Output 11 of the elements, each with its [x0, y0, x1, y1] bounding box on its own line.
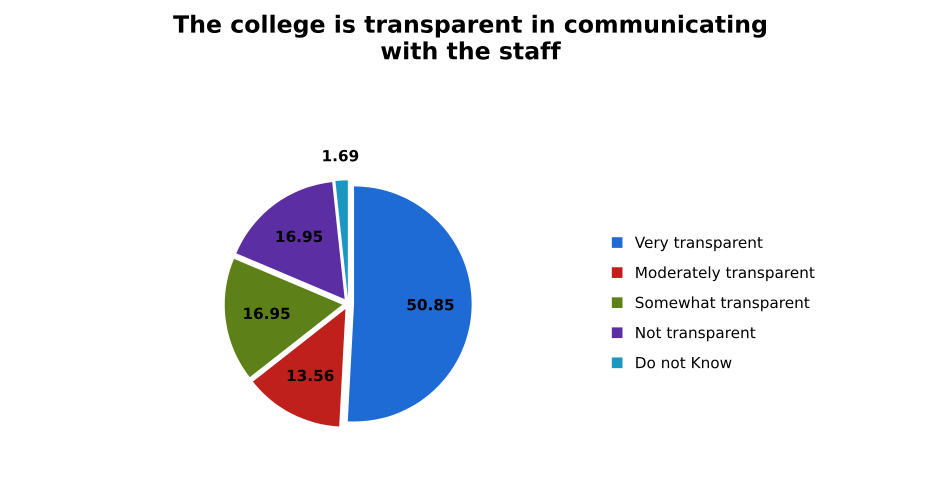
legend-label: Not transparent	[636, 326, 756, 342]
legend-label: Somewhat transparent	[636, 296, 810, 312]
data-label: 16.95	[244, 308, 290, 320]
data-label: 50.85	[407, 298, 454, 310]
data-label: 1.69	[323, 150, 358, 162]
chart-title: The college is transparent in communicating with the staff	[173, 14, 766, 60]
data-label: 13.56	[288, 370, 334, 382]
legend-label: Do not Know	[636, 357, 732, 368]
legend-label: Moderately transparent	[636, 266, 815, 282]
data-label: 16.95	[276, 230, 322, 242]
legend-label: Very transparent	[634, 236, 763, 252]
